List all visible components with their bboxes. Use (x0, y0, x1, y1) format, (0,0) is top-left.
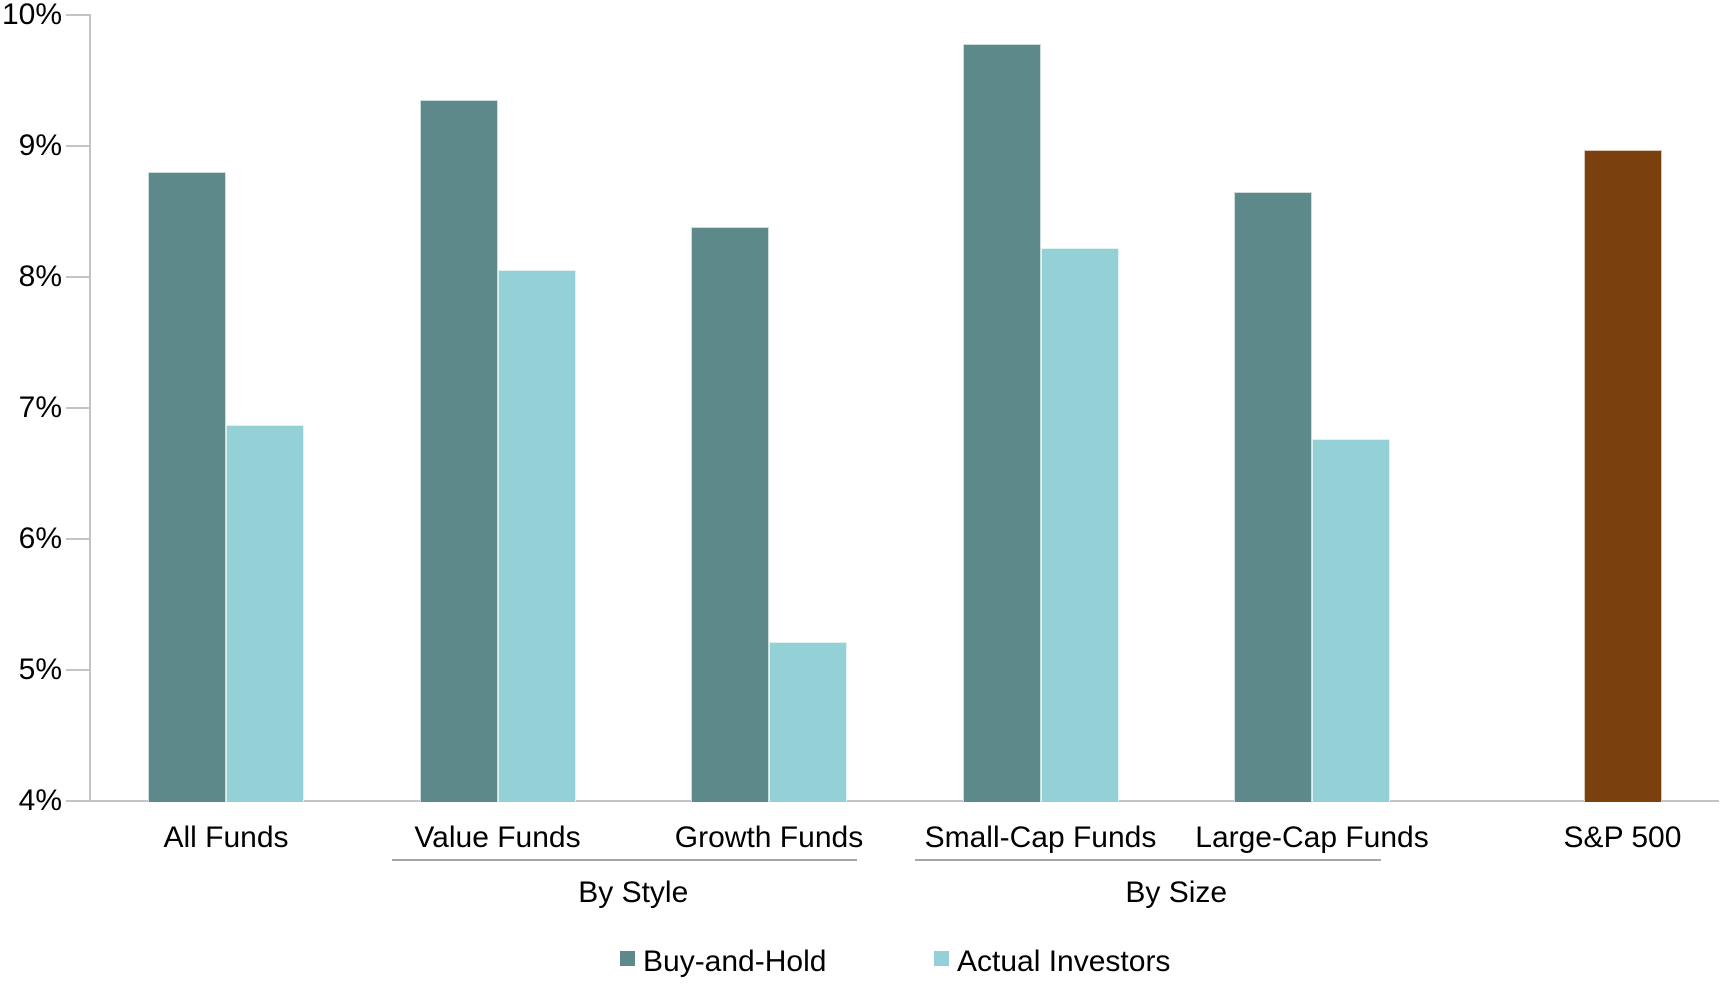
bar-buy-and-hold-all-funds (148, 172, 226, 802)
bar-actual-investors-growth-funds (769, 642, 847, 802)
legend-item-buy-and-hold: Buy-and-Hold (620, 944, 920, 980)
bar-buy-and-hold-value-funds (419, 100, 498, 802)
y-axis-tick-mark-8 (66, 276, 91, 278)
legend-swatch-buy-and-hold (620, 951, 635, 966)
bar-actual-investors-all-funds (226, 425, 304, 802)
y-axis-tick-label-5: 5% (18, 653, 62, 686)
x-axis-category-label-small-cap-funds: Small-Cap Funds (924, 821, 1157, 854)
y-axis-tick-label-4: 4% (18, 784, 62, 817)
group-underline-by-size (915, 859, 1381, 861)
bar-buy-and-hold-small-cap-funds (962, 43, 1041, 802)
y-axis-tick-mark-9 (66, 145, 91, 147)
bar-actual-investors-value-funds (497, 270, 576, 802)
bar-buy-and-hold-large-cap-funds (1234, 191, 1312, 802)
y-axis-tick-mark-5 (66, 669, 91, 671)
bar-s-p-500-s-p-500 (1583, 149, 1662, 802)
x-axis-category-label-all-funds: All Funds (163, 821, 289, 854)
y-axis-tick-mark-10 (66, 14, 91, 16)
y-axis-tick-label-8: 8% (18, 260, 62, 293)
bar-buy-and-hold-growth-funds (691, 227, 769, 802)
y-axis-tick-mark-6 (66, 538, 91, 540)
x-axis-category-label-growth-funds: Growth Funds (674, 821, 864, 854)
group-label-by-style: By Style (578, 876, 689, 909)
x-axis-line (89, 800, 1719, 802)
y-axis-tick-label-10: 10% (1, 0, 62, 31)
y-axis-tick-label-6: 6% (18, 522, 62, 555)
bar-actual-investors-small-cap-funds (1040, 248, 1119, 802)
y-axis-line (89, 14, 91, 802)
y-axis-tick-mark-4 (66, 800, 91, 802)
group-underline-by-style (392, 859, 857, 861)
y-axis-tick-label-7: 7% (18, 391, 62, 424)
x-axis-category-label-value-funds: Value Funds (414, 821, 581, 854)
bar-actual-investors-large-cap-funds (1312, 439, 1390, 802)
group-label-by-size: By Size (1125, 876, 1228, 909)
legend-label-actual-investors: Actual Investors (957, 945, 1171, 978)
x-axis-category-label-large-cap-funds: Large-Cap Funds (1195, 821, 1429, 854)
x-axis-category-label-s-p-500: S&P 500 (1563, 821, 1682, 854)
y-axis-tick-mark-7 (66, 407, 91, 409)
legend-item-actual-investors: Actual Investors (934, 944, 1234, 980)
y-axis-tick-label-9: 9% (18, 129, 62, 162)
legend-swatch-actual-investors (934, 951, 949, 966)
legend-label-buy-and-hold: Buy-and-Hold (643, 945, 827, 978)
